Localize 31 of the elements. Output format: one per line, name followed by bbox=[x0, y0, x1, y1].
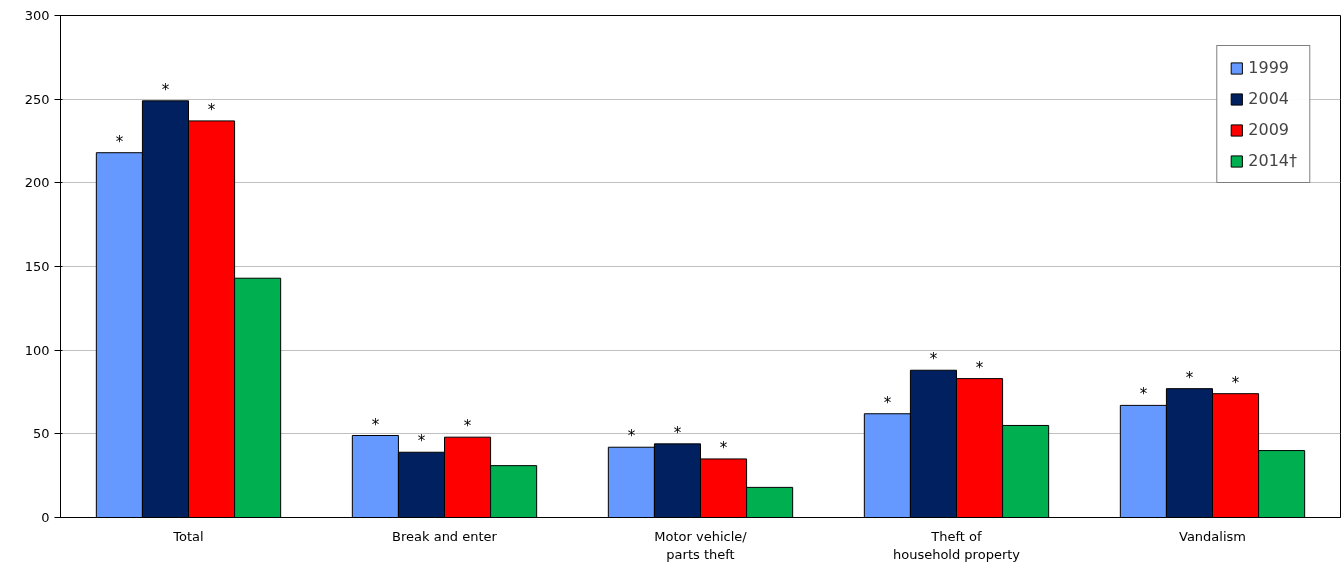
data-label: * bbox=[627, 427, 636, 446]
x-tick-label: Motor vehicle/ parts theft bbox=[654, 528, 748, 562]
y-tick-label: 150 bbox=[24, 259, 50, 274]
legend-label: 2009 bbox=[1248, 120, 1289, 139]
data-label: * bbox=[719, 438, 728, 457]
y-tick-label: 0 bbox=[41, 510, 50, 525]
data-label: * bbox=[371, 415, 380, 434]
data-label: * bbox=[975, 358, 984, 377]
data-label: * bbox=[1185, 368, 1194, 387]
data-label: * bbox=[1139, 385, 1148, 404]
data-label: * bbox=[673, 423, 682, 442]
x-tick-label: Theft of household property bbox=[892, 528, 1021, 562]
y-tick-label: 250 bbox=[24, 91, 50, 107]
legend-label: 1999 bbox=[1248, 58, 1289, 77]
data-label: * bbox=[207, 100, 216, 119]
x-tick-label: Vandalism bbox=[1179, 528, 1246, 544]
legend-label: 2004 bbox=[1248, 89, 1289, 108]
y-tick-label: 200 bbox=[24, 175, 50, 191]
x-tick-label: Total bbox=[172, 528, 204, 544]
data-label: * bbox=[115, 132, 124, 151]
y-tick-label: 100 bbox=[24, 342, 50, 358]
legend-label: 2014† bbox=[1248, 151, 1297, 170]
data-label: * bbox=[883, 393, 892, 412]
x-tick-label: Break and enter bbox=[392, 528, 498, 544]
y-tick-label: 300 bbox=[24, 8, 50, 23]
y-tick-label: 50 bbox=[32, 426, 50, 442]
data-label: * bbox=[463, 417, 472, 436]
data-label: * bbox=[929, 350, 938, 369]
data-label: * bbox=[1231, 373, 1240, 392]
data-label: * bbox=[161, 80, 170, 99]
data-label: * bbox=[417, 432, 426, 451]
